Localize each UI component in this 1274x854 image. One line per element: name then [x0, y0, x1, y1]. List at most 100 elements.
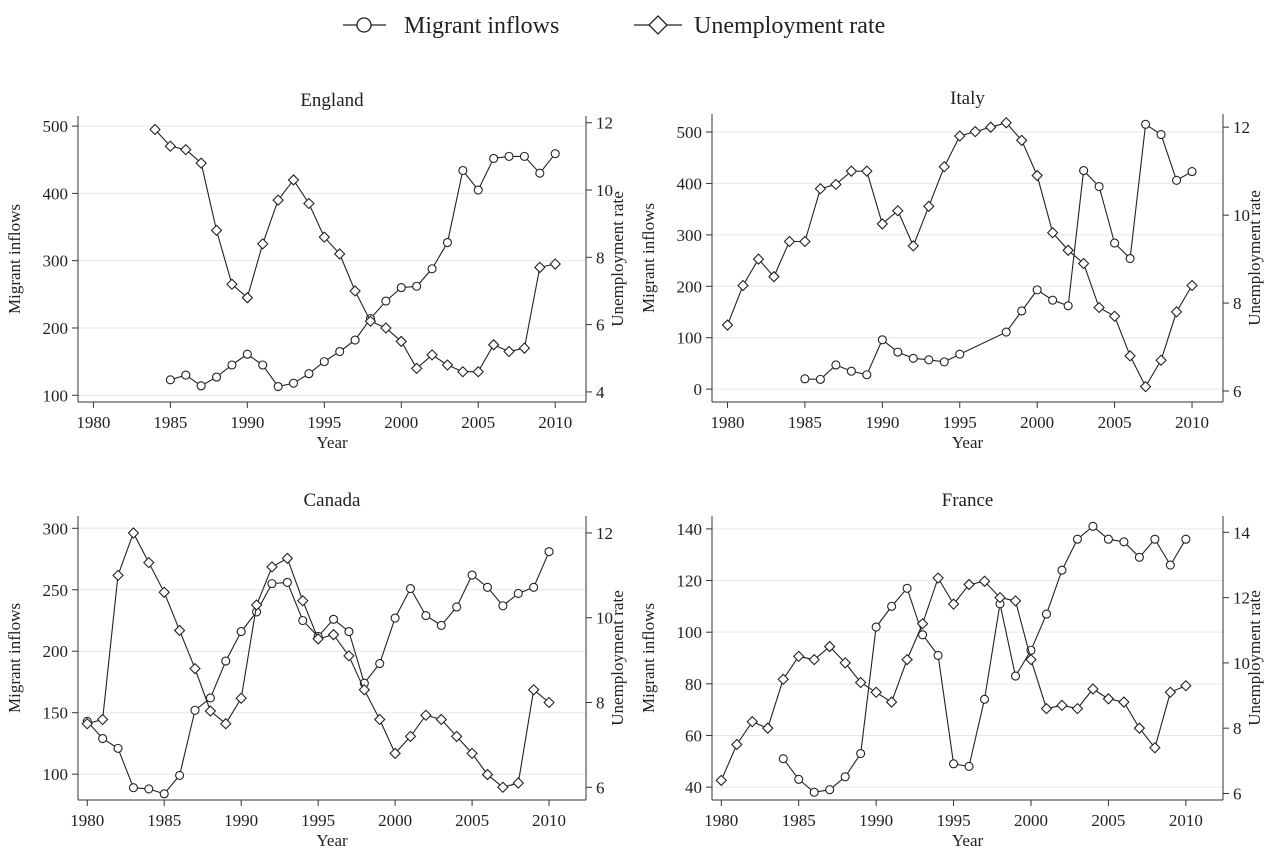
- data-point-unemployment-rate: [792, 650, 805, 663]
- data-point-unemployment-rate: [466, 747, 478, 760]
- data-point-migrant-inflows: [831, 360, 841, 370]
- data-point-migrant-inflows: [877, 335, 887, 345]
- data-point-migrant-inflows: [871, 622, 881, 632]
- data-point-unemployment-rate: [373, 713, 386, 726]
- data-point-unemployment-rate: [1046, 226, 1059, 239]
- data-point-unemployment-rate: [549, 258, 561, 270]
- data-point-unemployment-rate: [978, 575, 991, 588]
- x-tick-label: 1990: [230, 413, 264, 432]
- data-point-unemployment-rate: [158, 586, 170, 599]
- y-axis-label-right: Unemployment rate: [1245, 590, 1264, 726]
- data-point-migrant-inflows: [396, 283, 406, 293]
- chart-panel-england: 1980 1985 1990 1995 2000 2005 2010 100 200 300 400…: [5, 90, 627, 452]
- data-point-migrant-inflows: [513, 588, 523, 599]
- data-point-migrant-inflows: [949, 759, 959, 769]
- y-tick-label-left: 100: [677, 623, 703, 642]
- y-tick-label-left: 400: [677, 174, 703, 193]
- data-point-unemployment-rate: [1139, 380, 1152, 393]
- x-tick-label: 2010: [538, 413, 572, 432]
- x-tick-label: 2005: [1098, 413, 1132, 432]
- data-point-migrant-inflows: [800, 374, 810, 384]
- data-point-migrant-inflows: [319, 357, 329, 367]
- data-point-migrant-inflows: [242, 349, 252, 359]
- data-point-migrant-inflows: [258, 360, 268, 370]
- data-point-migrant-inflows: [1057, 565, 1067, 575]
- data-point-unemployment-rate: [916, 617, 929, 630]
- data-point-unemployment-rate: [799, 235, 811, 248]
- chart-title: Canada: [304, 490, 362, 511]
- x-tick-label: 2000: [1020, 413, 1054, 432]
- y-tick-label-right: 10: [596, 181, 613, 200]
- data-point-unemployment-rate: [272, 194, 284, 206]
- y-tick-label-left: 60: [685, 726, 702, 745]
- legend-label-migrant-inflows: Migrant inflows: [404, 13, 559, 39]
- data-point-unemployment-rate: [358, 684, 371, 696]
- data-point-migrant-inflows: [1134, 552, 1144, 562]
- data-point-migrant-inflows: [1103, 534, 1113, 544]
- y-tick-label-right: 8: [596, 694, 605, 713]
- data-point-migrant-inflows: [405, 583, 416, 594]
- chart-panel-canada: 1980 1985 1990 1995 2000 2005 2010 100 150 200 250…: [5, 490, 627, 850]
- data-point-unemployment-rate: [1155, 354, 1167, 367]
- y-tick-label-right: 10: [596, 609, 613, 628]
- data-point-migrant-inflows: [452, 602, 462, 612]
- data-point-migrant-inflows: [809, 787, 819, 797]
- y-tick-label-right: 12: [1233, 589, 1250, 608]
- data-point-migrant-inflows: [964, 761, 974, 771]
- data-point-migrant-inflows: [298, 615, 308, 626]
- data-point-unemployment-rate: [737, 279, 749, 292]
- data-point-unemployment-rate: [907, 240, 920, 252]
- data-point-migrant-inflows: [236, 627, 246, 637]
- data-point-migrant-inflows: [1079, 166, 1089, 176]
- x-axis-label: Year: [952, 433, 984, 452]
- data-point-migrant-inflows: [412, 281, 422, 291]
- chart-legend: Migrant inflows Unemployment rate: [0, 6, 1274, 44]
- x-axis-label: Year: [316, 831, 348, 850]
- data-point-migrant-inflows: [933, 650, 943, 660]
- data-point-migrant-inflows: [1088, 521, 1098, 531]
- data-point-unemployment-rate: [395, 335, 408, 348]
- y-axis-label-left: Migrant inflows: [639, 603, 658, 713]
- data-point-migrant-inflows: [1181, 534, 1191, 544]
- y-tick-label-left: 200: [677, 277, 703, 296]
- data-point-unemployment-rate: [457, 365, 469, 378]
- data-point-migrant-inflows: [955, 349, 965, 359]
- data-point-unemployment-rate: [1180, 679, 1192, 692]
- data-point-unemployment-rate: [1015, 134, 1028, 147]
- x-tick-label: 2005: [455, 811, 489, 830]
- y-tick-label-left: 500: [43, 117, 69, 136]
- y-tick-label-right: 12: [1233, 118, 1250, 137]
- data-point-migrant-inflows: [113, 743, 123, 753]
- data-point-unemployment-rate: [876, 218, 889, 230]
- x-tick-label: 2010: [1175, 413, 1209, 432]
- data-point-migrant-inflows: [458, 165, 468, 176]
- data-point-unemployment-rate: [266, 561, 278, 573]
- data-point-unemployment-rate: [435, 713, 448, 726]
- y-tick-label-right: 6: [1233, 784, 1242, 803]
- data-point-migrant-inflows: [175, 770, 185, 780]
- data-point-unemployment-rate: [534, 261, 546, 274]
- data-point-unemployment-rate: [932, 572, 944, 584]
- data-point-migrant-inflows: [196, 381, 206, 391]
- data-point-unemployment-rate: [472, 365, 485, 378]
- chart-title: France: [942, 490, 994, 511]
- data-point-migrant-inflows: [1094, 181, 1104, 192]
- data-point-migrant-inflows: [979, 694, 990, 704]
- data-point-unemployment-rate: [808, 653, 820, 666]
- data-point-migrant-inflows: [390, 613, 400, 623]
- data-point-migrant-inflows: [1032, 285, 1042, 295]
- data-point-unemployment-rate: [1093, 301, 1105, 314]
- data-point-unemployment-rate: [410, 362, 423, 375]
- y-tick-label-left: 80: [685, 675, 702, 694]
- data-point-migrant-inflows: [550, 149, 560, 159]
- data-point-unemployment-rate: [1102, 693, 1115, 705]
- data-point-unemployment-rate: [854, 676, 867, 689]
- x-tick-label: 2000: [1014, 811, 1048, 830]
- data-point-unemployment-rate: [164, 140, 177, 153]
- data-point-migrant-inflows: [504, 151, 514, 161]
- data-point-migrant-inflows: [381, 296, 391, 306]
- data-point-migrant-inflows: [473, 185, 483, 195]
- data-point-migrant-inflows: [1165, 560, 1175, 570]
- x-tick-label: 2010: [532, 811, 566, 830]
- data-point-migrant-inflows: [442, 237, 453, 248]
